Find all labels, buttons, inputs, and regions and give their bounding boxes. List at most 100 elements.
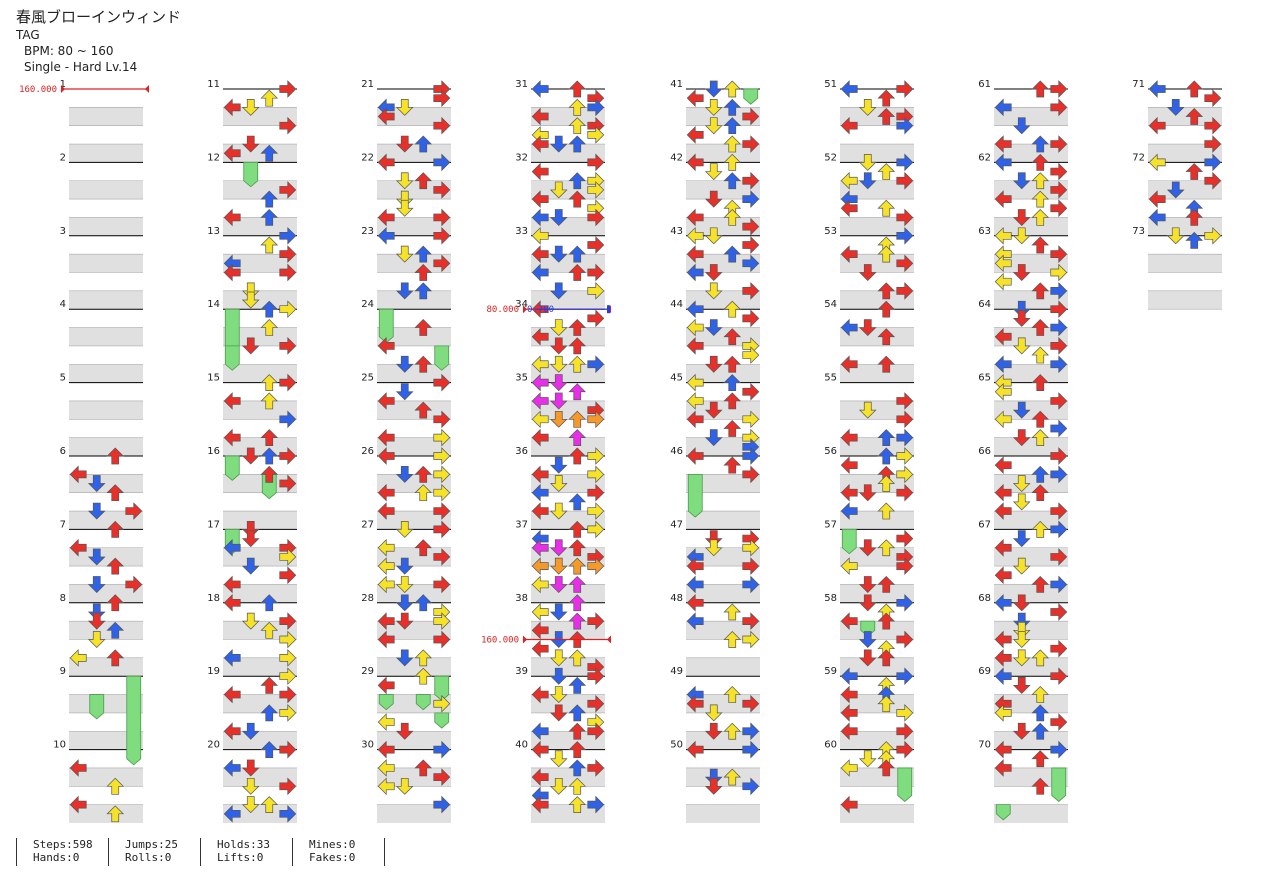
step-arrow xyxy=(1031,282,1050,300)
beat-shade xyxy=(686,547,760,567)
step-arrow xyxy=(840,245,858,263)
step-arrow xyxy=(742,447,760,465)
hold-body xyxy=(1051,767,1067,803)
beat-shade xyxy=(1148,180,1222,200)
step-arrow xyxy=(531,795,549,814)
beat-shade xyxy=(377,767,451,787)
step-arrow xyxy=(723,80,742,98)
step-arrow xyxy=(395,649,414,667)
beat-shade xyxy=(994,107,1068,126)
measure-number: 36 xyxy=(515,446,528,457)
step-arrow xyxy=(223,685,241,704)
measure-number: 70 xyxy=(978,740,991,751)
step-arrow xyxy=(686,392,704,410)
beat-shade xyxy=(994,400,1068,420)
beat-shade xyxy=(531,804,605,823)
step-arrow xyxy=(531,538,549,557)
measure-number: 16 xyxy=(207,446,220,457)
step-arrow xyxy=(531,603,549,621)
step-arrow xyxy=(241,135,260,153)
step-arrow xyxy=(1166,227,1185,245)
step-arrow xyxy=(549,209,568,226)
measure-number: 37 xyxy=(515,519,528,530)
step-arrow xyxy=(414,649,433,667)
step-arrow xyxy=(433,630,451,649)
step-arrow xyxy=(568,493,587,511)
measure-number: 57 xyxy=(824,519,837,530)
step-arrow xyxy=(587,309,605,328)
step-arrow xyxy=(1185,108,1204,125)
step-arrow xyxy=(279,704,297,722)
step-arrow xyxy=(377,575,395,594)
step-arrow xyxy=(433,740,451,759)
step-arrow xyxy=(587,694,605,713)
measure-number: 52 xyxy=(824,152,837,163)
hold-body xyxy=(743,88,759,105)
beat-shade xyxy=(994,364,1068,383)
beat-shade xyxy=(994,731,1068,750)
step-arrow xyxy=(549,337,568,355)
beat-shade xyxy=(686,437,760,456)
step-arrow xyxy=(568,337,587,355)
beat-shade xyxy=(840,804,914,823)
step-arrow xyxy=(241,796,260,814)
step-arrow xyxy=(723,456,742,474)
step-arrow xyxy=(742,236,760,254)
step-arrow xyxy=(1012,530,1031,548)
measure-number: 5 xyxy=(60,373,66,384)
step-arrow xyxy=(433,428,451,447)
step-arrow xyxy=(531,80,549,98)
beat-shade xyxy=(377,107,451,126)
step-arrow xyxy=(858,172,877,190)
step-arrow xyxy=(1031,410,1050,428)
step-arrow xyxy=(1031,208,1050,226)
beat-shade xyxy=(686,474,760,493)
step-arrow xyxy=(1031,649,1050,667)
measure-number: 21 xyxy=(361,79,374,90)
step-arrow xyxy=(279,373,297,392)
step-arrow xyxy=(994,759,1012,777)
step-arrow xyxy=(877,649,896,667)
step-arrow xyxy=(1050,355,1068,374)
step-arrow xyxy=(686,410,704,429)
beat-shade xyxy=(686,144,760,163)
step-arrow xyxy=(723,328,742,346)
step-arrow xyxy=(1031,465,1050,483)
stat-hands: Hands:0 xyxy=(33,851,80,864)
step-arrow xyxy=(279,116,297,135)
beat-shade xyxy=(223,584,297,603)
measure-number: 35 xyxy=(515,373,528,384)
step-arrow xyxy=(1012,172,1031,190)
step-arrow xyxy=(260,300,279,318)
step-arrow xyxy=(587,355,605,374)
step-arrow xyxy=(433,208,451,227)
beat-shade xyxy=(531,400,605,420)
beat-shade xyxy=(531,731,605,750)
step-arrow xyxy=(896,447,914,465)
stat-holds: Holds:33 xyxy=(217,838,270,851)
step-arrow xyxy=(260,89,279,107)
step-arrow xyxy=(686,245,704,263)
step-arrow xyxy=(69,759,87,777)
beat-shade xyxy=(840,511,914,530)
step-arrow xyxy=(377,483,395,502)
beat-shade xyxy=(840,767,914,787)
step-arrow xyxy=(723,117,742,135)
step-arrow xyxy=(1031,374,1050,391)
step-arrow xyxy=(377,538,395,557)
step-arrow xyxy=(723,374,742,391)
step-arrow xyxy=(260,465,279,483)
stats-steps-col: Steps:598 Hands:0 xyxy=(16,838,108,866)
step-arrow xyxy=(223,392,241,410)
beat-shade xyxy=(994,657,1068,677)
step-arrow xyxy=(704,355,723,373)
bpm-label: 160.000 xyxy=(19,85,57,95)
measure-number: 7 xyxy=(60,519,66,530)
step-arrow xyxy=(1050,245,1068,263)
step-arrow xyxy=(742,612,760,630)
step-arrow xyxy=(531,502,549,520)
step-arrow xyxy=(395,521,414,538)
beat-shade xyxy=(840,180,914,200)
step-arrow xyxy=(994,483,1012,502)
hold-body xyxy=(224,308,240,353)
